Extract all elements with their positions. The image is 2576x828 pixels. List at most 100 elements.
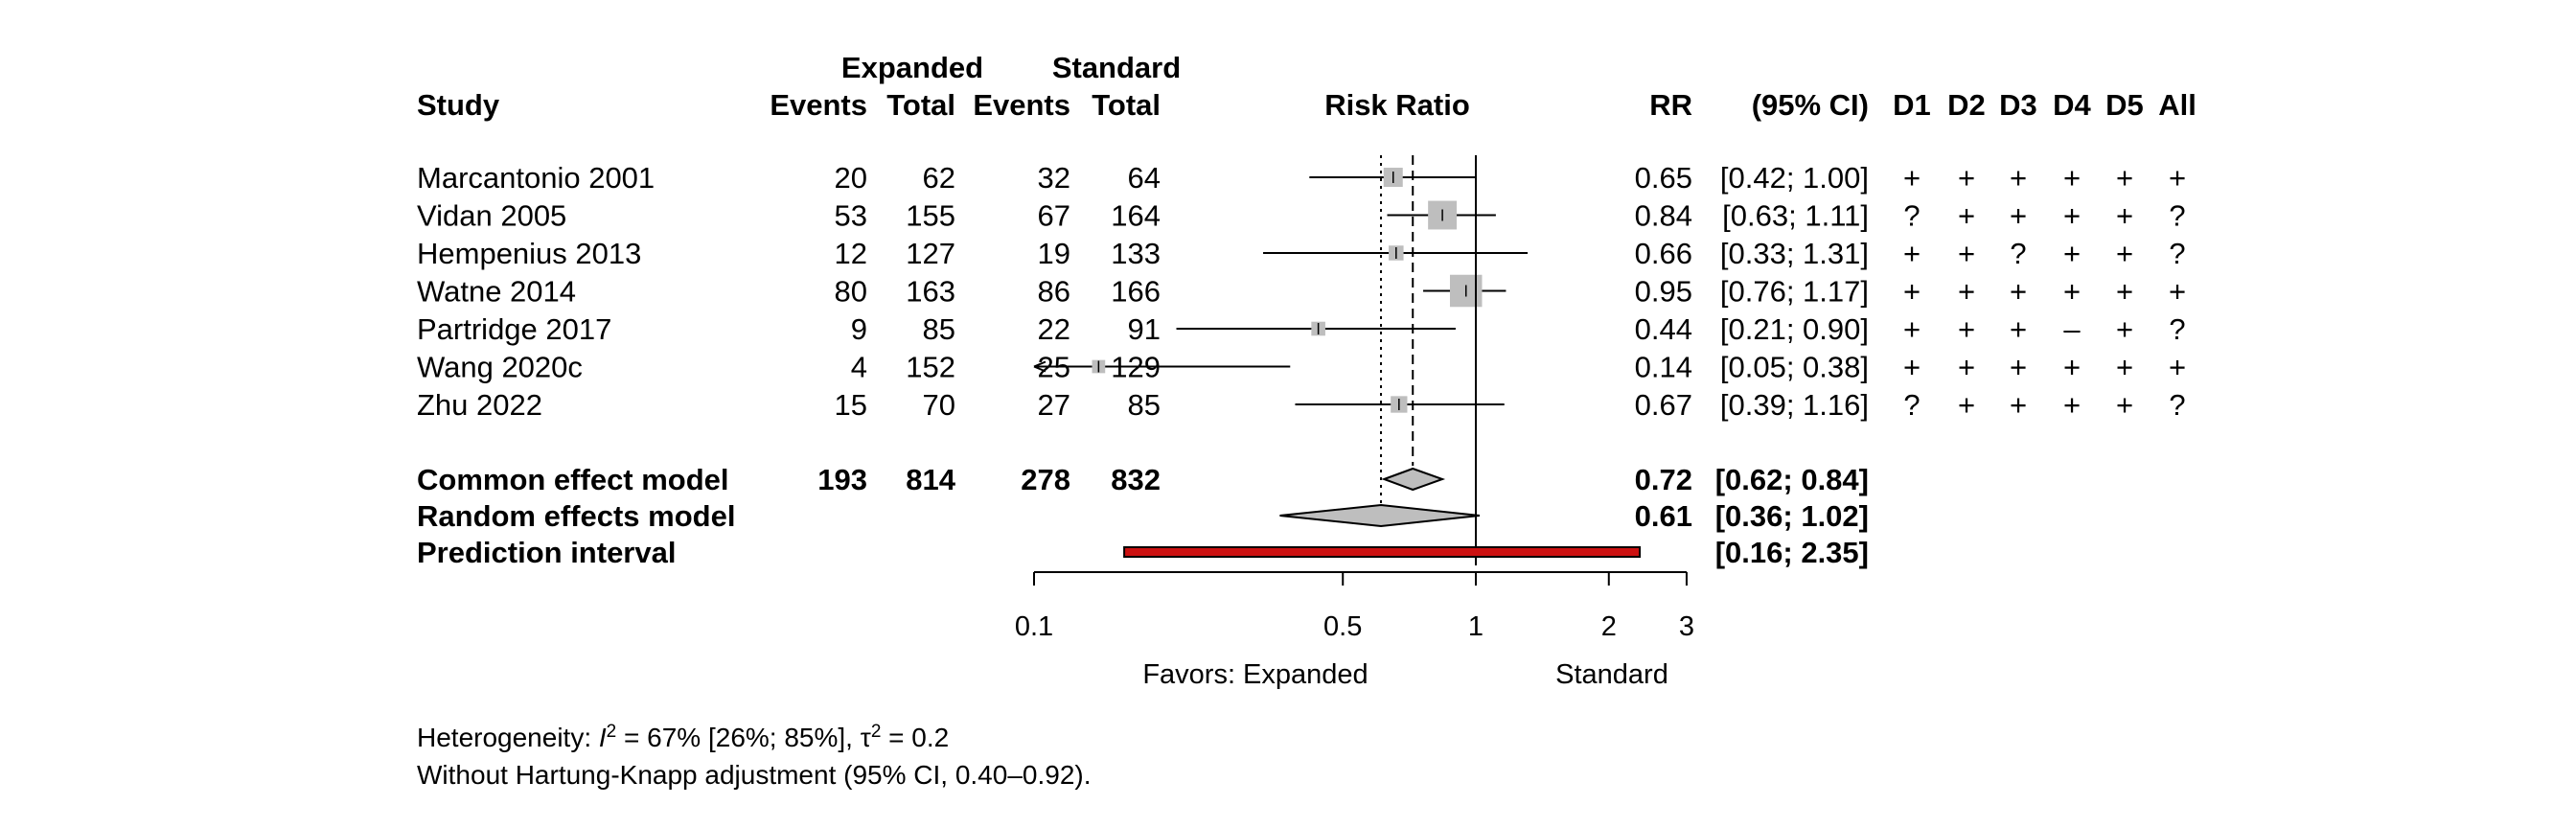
rob-judgement: ?	[1903, 199, 1920, 233]
rob-judgement: +	[1903, 275, 1920, 309]
heterogeneity-part: I	[599, 723, 607, 752]
rob-judgement: +	[2063, 161, 2081, 195]
ci-header: (95% CI)	[1752, 88, 1869, 122]
expanded-total: 62	[923, 161, 955, 195]
expanded-events: 12	[835, 237, 867, 270]
rob-judgement: +	[2116, 275, 2133, 309]
rob-header-d2: D2	[1947, 88, 1986, 122]
expanded-total: 85	[923, 312, 955, 346]
common-standard-events: 278	[1021, 463, 1070, 496]
expanded-total: 152	[906, 351, 955, 384]
study-ci: [0.21; 0.90]	[1720, 312, 1869, 346]
common-rr: 0.72	[1635, 463, 1692, 496]
common-effect-label: Common effect model	[417, 463, 729, 496]
study-name: Hempenius 2013	[417, 237, 641, 270]
rr-header: RR	[1649, 88, 1692, 122]
standard-total: 164	[1111, 199, 1161, 233]
ci-arrow	[1033, 360, 1046, 373]
study-rr: 0.67	[1635, 388, 1692, 422]
study-name: Wang 2020c	[417, 351, 583, 384]
x-tick-label: 0.1	[1015, 611, 1053, 642]
x-label-right: Standard	[1555, 659, 1668, 690]
rob-judgement: ?	[2169, 312, 2185, 346]
study-name: Vidan 2005	[417, 199, 566, 233]
prediction-ci: [0.16; 2.35]	[1715, 536, 1869, 569]
heterogeneity-part: 2	[871, 722, 882, 742]
rob-judgement: ?	[2169, 199, 2185, 233]
expanded-events: 9	[851, 312, 867, 346]
expanded-total: 155	[906, 199, 955, 233]
rob-judgement: +	[1903, 351, 1920, 384]
random-ci: [0.36; 1.02]	[1715, 499, 1869, 533]
rob-judgement: +	[1958, 275, 1975, 309]
rob-judgement: +	[2010, 312, 2027, 346]
expanded-events: 80	[835, 275, 867, 309]
rob-judgement: +	[2010, 275, 2027, 309]
standard-events: 22	[1038, 312, 1070, 346]
rob-judgement: +	[1958, 388, 1975, 422]
rob-judgement: +	[2010, 351, 2027, 384]
study-name: Zhu 2022	[417, 388, 542, 422]
rob-judgement: +	[2010, 161, 2027, 195]
rob-judgement: +	[2116, 312, 2133, 346]
rob-header-d1: D1	[1893, 88, 1931, 122]
study-rr: 0.14	[1635, 351, 1692, 384]
events-header: Events	[973, 88, 1070, 122]
common-standard-total: 832	[1111, 463, 1161, 496]
rob-judgement: +	[1958, 312, 1975, 346]
heterogeneity-part: Heterogeneity:	[417, 723, 599, 752]
x-tick-label: 3	[1679, 611, 1694, 642]
rob-header-d3: D3	[1999, 88, 2037, 122]
heterogeneity-part: = 67% [26%; 85%],	[616, 723, 861, 752]
common-expanded-events: 193	[817, 463, 867, 496]
standard-events: 86	[1038, 275, 1070, 309]
x-tick-label: 1	[1468, 611, 1484, 642]
rob-judgement: +	[2010, 199, 2027, 233]
expanded-events: 20	[835, 161, 867, 195]
study-name: Partridge 2017	[417, 312, 611, 346]
standard-total: 64	[1128, 161, 1161, 195]
rob-judgement: +	[1958, 351, 1975, 384]
rob-judgement: +	[1903, 161, 1920, 195]
rob-judgement: +	[2063, 351, 2081, 384]
study-rr: 0.84	[1635, 199, 1692, 233]
standard-total: 91	[1128, 312, 1161, 346]
common-effect-diamond	[1381, 467, 1446, 492]
rob-judgement: ?	[2169, 237, 2185, 270]
rob-judgement: +	[2169, 161, 2186, 195]
rob-judgement: +	[1958, 237, 1975, 270]
standard-events: 32	[1038, 161, 1070, 195]
prediction-interval-bar	[1123, 546, 1642, 558]
common-ci: [0.62; 0.84]	[1715, 463, 1869, 496]
heterogeneity-text: Heterogeneity: I2 = 67% [26%; 85%], τ2 =…	[417, 722, 949, 753]
rob-judgement: +	[2063, 199, 2081, 233]
random-rr: 0.61	[1635, 499, 1692, 533]
rob-judgement: +	[2116, 388, 2133, 422]
rob-judgement: –	[2063, 312, 2081, 346]
prediction-interval-label: Prediction interval	[417, 536, 676, 569]
standard-total: 85	[1128, 388, 1161, 422]
group1-header: Expanded	[841, 51, 983, 84]
rob-judgement: +	[1903, 237, 1920, 270]
hartung-knapp-footnote: Without Hartung-Knapp adjustment (95% CI…	[417, 760, 1092, 790]
standard-events: 19	[1038, 237, 1070, 270]
random-effects-label: Random effects model	[417, 499, 735, 533]
events-header: Events	[770, 88, 867, 122]
study-ci: [0.42; 1.00]	[1720, 161, 1869, 195]
expanded-events: 4	[851, 351, 867, 384]
rob-judgement: +	[2116, 351, 2133, 384]
rob-judgement: +	[2116, 237, 2133, 270]
rob-judgement: ?	[2010, 237, 2026, 270]
rob-judgement: +	[1958, 199, 1975, 233]
total-header: Total	[886, 88, 955, 122]
study-ci: [0.05; 0.38]	[1720, 351, 1869, 384]
standard-total: 133	[1111, 237, 1161, 270]
study-ci: [0.76; 1.17]	[1720, 275, 1869, 309]
group2-header: Standard	[1052, 51, 1181, 84]
rob-judgement: +	[2116, 199, 2133, 233]
study-name: Marcantonio 2001	[417, 161, 655, 195]
study-ci: [0.63; 1.11]	[1722, 199, 1869, 233]
x-tick-label: 0.5	[1323, 611, 1362, 642]
study-rr: 0.95	[1635, 275, 1692, 309]
rob-judgement: ?	[1903, 388, 1920, 422]
